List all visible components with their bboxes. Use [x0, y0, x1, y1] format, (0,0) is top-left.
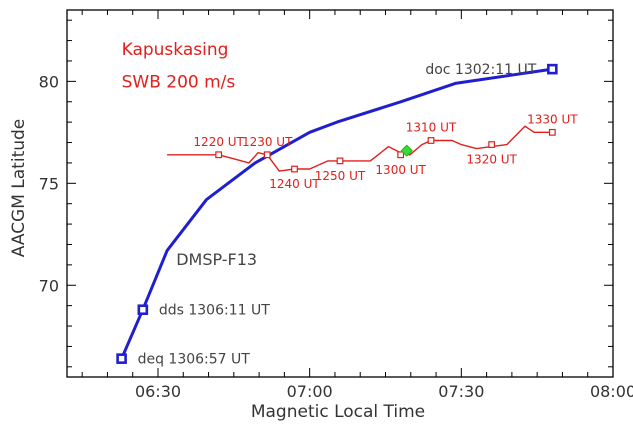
dmsp-series-line	[120, 67, 553, 360]
axes	[66, 9, 614, 378]
radar-point-marker	[548, 128, 556, 136]
radar-point-label: 1330 UT	[527, 112, 578, 126]
radar-point-label: 1300 UT	[375, 163, 426, 177]
radar-point-label: 1230 UT	[242, 135, 293, 149]
dmsp-point-marker	[116, 353, 127, 364]
radar-point-marker	[397, 151, 405, 159]
conjunction-diamond-marker	[400, 144, 413, 157]
radar-point-marker	[263, 151, 271, 159]
plot-frame	[66, 9, 614, 378]
radar-annotation: SWB 200 m/s	[122, 72, 236, 92]
radar-annotation: Kapuskasing	[122, 40, 229, 60]
x-tick-label: 07:00	[287, 382, 333, 401]
dmsp-point-label: doc 1302:11 UT	[425, 62, 536, 78]
dmsp-point-label: dds 1306:11 UT	[159, 303, 270, 319]
annotations-layer: Kapuskasing SWB 200 m/s DMSP-F13	[122, 40, 258, 269]
y-axis-label: AACGM Latitude	[9, 119, 29, 258]
radar-point-marker	[215, 151, 223, 159]
radar-point-label: 1250 UT	[315, 169, 366, 183]
dmsp-point-label: deq 1306:57 UT	[138, 352, 251, 368]
y-tick-label: 70	[39, 276, 59, 295]
radar-point-label: 1220 UT	[193, 135, 244, 149]
y-tick-label: 75	[39, 174, 59, 193]
radar-point-marker	[291, 165, 298, 173]
x-axis-label: Magnetic Local Time	[251, 402, 425, 422]
radar-point-label: 1240 UT	[269, 177, 320, 191]
y-axis-ticks: 70 75 80	[39, 19, 613, 368]
x-axis-ticks: 06:30 07:00 07:30 08:00	[81, 10, 633, 401]
radar-point-marker	[336, 157, 344, 165]
x-tick-label: 08:00	[590, 382, 633, 401]
dmsp-point-marker	[137, 304, 149, 316]
x-tick-label: 07:30	[438, 382, 484, 401]
dmsp-annotation: DMSP-F13	[176, 250, 257, 269]
radar-point-marker	[488, 141, 496, 148]
radar-point-label: 1310 UT	[406, 120, 457, 134]
series-layer: deq 1306:57 UT dds 1306:11 UT doc 1302:11 …	[116, 62, 578, 368]
radar-point-label: 1320 UT	[466, 153, 517, 167]
dmsp-point-marker	[547, 63, 558, 75]
y-tick-label: 80	[39, 72, 59, 91]
radar-point-marker	[427, 137, 435, 144]
x-tick-label: 06:30	[135, 382, 181, 401]
